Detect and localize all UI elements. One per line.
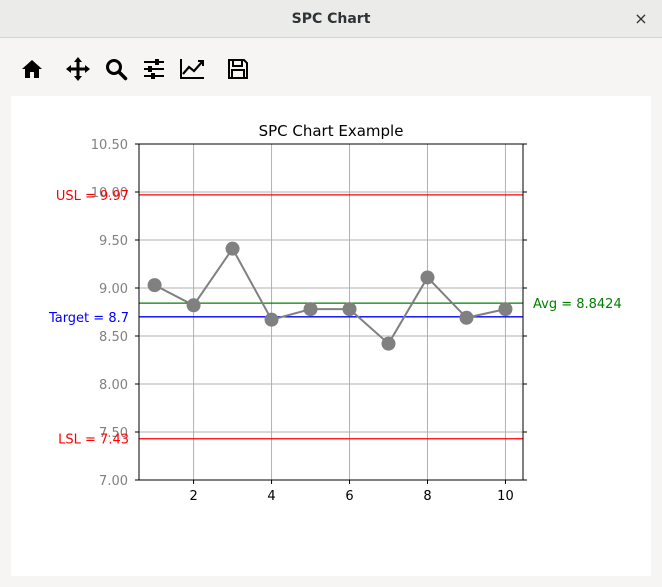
close-button[interactable]: ×: [632, 9, 650, 29]
data-point: [343, 302, 357, 316]
data-point: [187, 298, 201, 312]
save-button[interactable]: [223, 54, 253, 84]
data-point: [304, 302, 318, 316]
x-tick-label: 10: [497, 489, 514, 504]
data-point: [459, 311, 473, 325]
sliders-icon: [142, 57, 166, 81]
y-tick-label: 9.50: [99, 234, 128, 249]
data-point: [382, 337, 396, 351]
target-label: Target = 8.7: [48, 311, 129, 326]
average-label: Avg = 8.8424: [533, 297, 622, 312]
x-tick-label: 4: [267, 489, 275, 504]
y-tick-label: 7.00: [99, 474, 128, 489]
zoom-button[interactable]: [101, 54, 131, 84]
plot-canvas[interactable]: 7.00 7.50 8.00 8.50 9.00 9.50 10.00 10.50 2 4 6 8 10…: [11, 96, 651, 576]
configure-button[interactable]: [139, 54, 169, 84]
floppy-disk-icon: [226, 57, 250, 81]
y-tick-label: 10.50: [91, 138, 128, 153]
move-icon: [65, 56, 91, 82]
window-title: SPC Chart: [0, 0, 662, 38]
pan-button[interactable]: [63, 54, 93, 84]
y-tick-label: 8.00: [99, 378, 128, 393]
data-point: [498, 302, 512, 316]
x-tick-label: 8: [423, 489, 431, 504]
x-tick-label: 2: [189, 489, 197, 504]
home-button[interactable]: [17, 54, 47, 84]
x-tick-label: 6: [345, 489, 353, 504]
title-bar: SPC Chart ×: [0, 0, 662, 38]
lsl-label: LSL = 7.43: [58, 433, 129, 448]
chart-title: SPC Chart Example: [259, 122, 404, 140]
data-point: [420, 270, 434, 284]
edit-axes-button[interactable]: [177, 54, 207, 84]
usl-label: USL = 9.97: [56, 189, 129, 204]
data-point: [265, 313, 279, 327]
magnifier-icon: [104, 57, 128, 81]
data-point: [148, 278, 162, 292]
data-point: [226, 242, 240, 256]
close-icon: ×: [634, 9, 647, 28]
series-line: [155, 249, 506, 344]
line-chart-icon: [179, 57, 205, 81]
home-icon: [20, 57, 44, 81]
data-series: [148, 242, 513, 351]
y-tick-label: 8.50: [99, 330, 128, 345]
toolbar: [0, 38, 662, 96]
y-tick-label: 9.00: [99, 282, 128, 297]
